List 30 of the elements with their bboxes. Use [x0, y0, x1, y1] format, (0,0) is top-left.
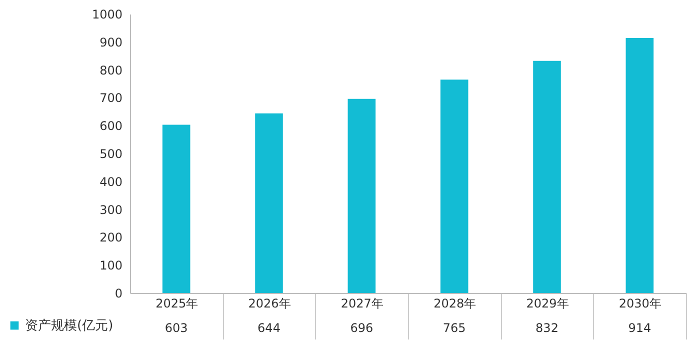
data-label: 914 [628, 321, 652, 335]
bar [626, 38, 654, 293]
data-label: 765 [442, 321, 466, 335]
data-label: 644 [258, 321, 280, 335]
y-tick-label: 600 [100, 119, 122, 134]
legend-label: 资产规模(亿元) [25, 318, 114, 334]
y-tick-label: 800 [100, 63, 122, 78]
y-tick-label: 700 [100, 91, 122, 106]
y-tick-label: 900 [100, 35, 122, 50]
x-tick-label: 2028年 [434, 296, 476, 310]
x-tick-label: 2026年 [248, 296, 291, 310]
x-tick-label: 2025年 [156, 296, 198, 310]
y-tick-label: 200 [100, 230, 122, 245]
x-tick-label: 2027年 [340, 296, 384, 310]
bar [533, 60, 561, 293]
data-label: 603 [164, 321, 188, 335]
y-tick-label: 0 [114, 286, 122, 300]
bar [255, 113, 283, 293]
y-tick-label: 400 [100, 174, 122, 189]
y-tick-label: 300 [100, 202, 122, 217]
x-tick-label: 2030年 [618, 296, 662, 310]
x-tick-label: 2029年 [526, 296, 569, 310]
y-tick-label: 100 [100, 258, 122, 273]
bar [440, 80, 468, 293]
data-label: 832 [536, 321, 558, 335]
bar [348, 98, 376, 293]
y-tick-label: 1000 [92, 8, 122, 22]
bar [162, 124, 190, 293]
y-tick-label: 500 [100, 147, 122, 161]
data-label: 696 [350, 321, 374, 335]
